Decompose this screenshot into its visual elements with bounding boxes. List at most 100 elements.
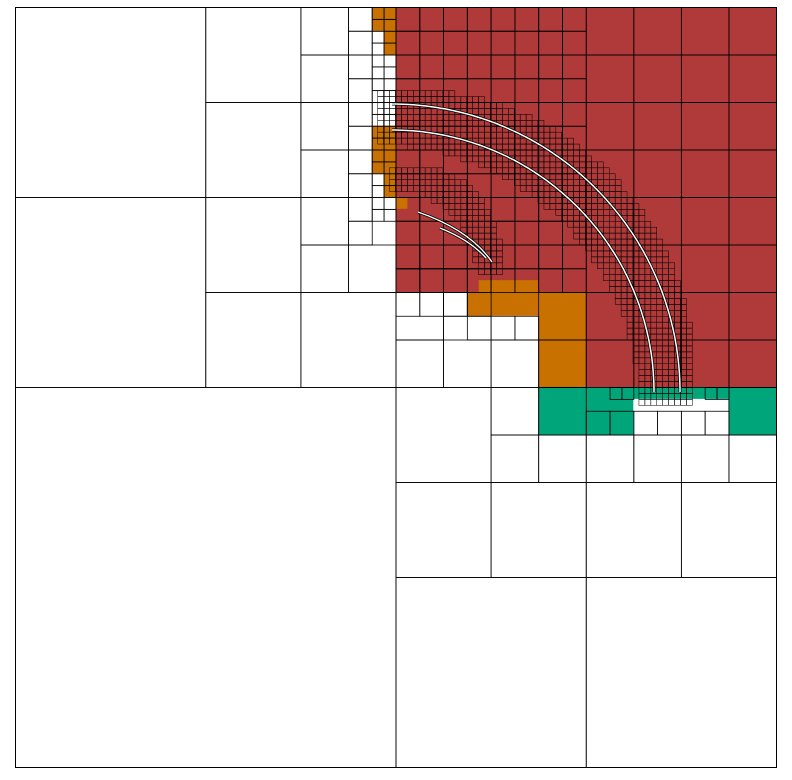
mesh-cell [348, 102, 373, 127]
mesh-cell [348, 197, 373, 222]
mesh-cell [348, 7, 373, 32]
mesh-cell [300, 149, 349, 198]
interface-curves [392, 102, 682, 392]
fine-cell [383, 114, 390, 121]
mesh-cell [443, 292, 468, 317]
fine-cell [389, 90, 396, 97]
mesh-cell [585, 577, 777, 768]
fine-cell [377, 90, 384, 97]
mesh-cell [348, 78, 373, 103]
fine-cell [496, 268, 503, 275]
fine-cell [389, 96, 396, 103]
fine-cell [383, 102, 390, 109]
transition-orange-region [538, 292, 586, 387]
mesh-cell [395, 482, 492, 578]
mesh-cell [300, 54, 349, 103]
mesh-cell [371, 208, 385, 222]
mesh-cell [371, 78, 385, 92]
fine-cell [377, 96, 384, 103]
mesh-cell [383, 66, 397, 80]
fine-cell [389, 114, 396, 121]
mesh-cell [348, 149, 373, 175]
mesh-cell [538, 434, 587, 483]
mesh-cell [300, 102, 349, 151]
small-interface-curve [439, 227, 487, 259]
mesh-cell [15, 387, 397, 768]
mesh-outer-boundary [15, 7, 777, 768]
outer-interface-curve [392, 103, 681, 392]
mesh-cell [419, 292, 444, 317]
fine-cell [377, 102, 384, 109]
fine-cell [383, 96, 390, 103]
fine-cell [389, 108, 396, 115]
mesh-cell [205, 197, 302, 293]
fine-cell [656, 399, 663, 406]
mesh-cell [205, 102, 302, 198]
mesh-cell [383, 78, 397, 92]
inner-interface-curve [392, 129, 655, 392]
mesh-cell [371, 30, 385, 44]
mesh-cell [383, 197, 397, 210]
mesh-cell [514, 315, 540, 341]
mesh-cell [205, 7, 302, 103]
small-interface-curve [417, 211, 493, 263]
boundary-teal-region [728, 387, 776, 435]
mesh-cell [395, 292, 444, 341]
fine-cell [383, 108, 390, 115]
mesh-cell [371, 42, 385, 56]
mesh-cell [300, 197, 349, 246]
mesh-cell [621, 387, 635, 400]
fine-cell [383, 120, 390, 127]
mesh-cell [371, 66, 385, 80]
mesh-cell [633, 434, 682, 483]
mesh-cell [585, 434, 635, 483]
mesh-cell [371, 54, 385, 68]
mesh-cell [585, 482, 682, 578]
mesh-cell [466, 292, 492, 317]
mesh-cell [395, 292, 421, 317]
mesh-cell [205, 292, 302, 388]
mesh-cell [371, 173, 385, 187]
transition-orange-region [383, 30, 396, 55]
region-fills [371, 7, 776, 435]
mesh-cell [490, 434, 540, 483]
mesh-cell [300, 292, 397, 388]
transition-orange-region [371, 7, 396, 31]
fine-cell [377, 120, 384, 127]
transition-orange-region [466, 292, 539, 316]
teal-notch-white [633, 398, 729, 435]
mesh-cell [383, 54, 397, 68]
mesh-cell [490, 387, 540, 436]
fine-refinement-band [377, 90, 693, 406]
mesh-cell [466, 315, 492, 341]
mesh-cell [348, 220, 373, 246]
mesh-cell [490, 482, 587, 578]
mesh-cell [348, 125, 373, 151]
mesh-cell [490, 315, 516, 341]
mesh-cell [15, 197, 207, 388]
mesh-cell [680, 434, 730, 483]
mesh-cell [348, 30, 373, 56]
mesh-cell [348, 54, 373, 80]
mesh-cell [443, 339, 492, 388]
mesh-cell [395, 339, 444, 388]
mesh-cell [490, 339, 540, 388]
mesh-cell [443, 292, 468, 317]
fine-cell [377, 108, 384, 115]
fine-cell [389, 120, 396, 127]
mesh-cell [300, 244, 349, 293]
fine-cell [383, 90, 390, 97]
transition-orange-region [395, 197, 408, 209]
mesh-cell [716, 387, 730, 400]
mesh-cell [371, 197, 385, 210]
mesh-cell [395, 577, 587, 768]
mesh-cell [300, 7, 349, 56]
mesh-cell [348, 173, 373, 198]
mesh-cell [348, 244, 397, 293]
mesh-cell [383, 208, 397, 222]
transition-orange-region [478, 280, 539, 292]
mesh-cell [395, 387, 492, 483]
mesh-cell [680, 482, 777, 578]
fine-cell [686, 399, 693, 406]
